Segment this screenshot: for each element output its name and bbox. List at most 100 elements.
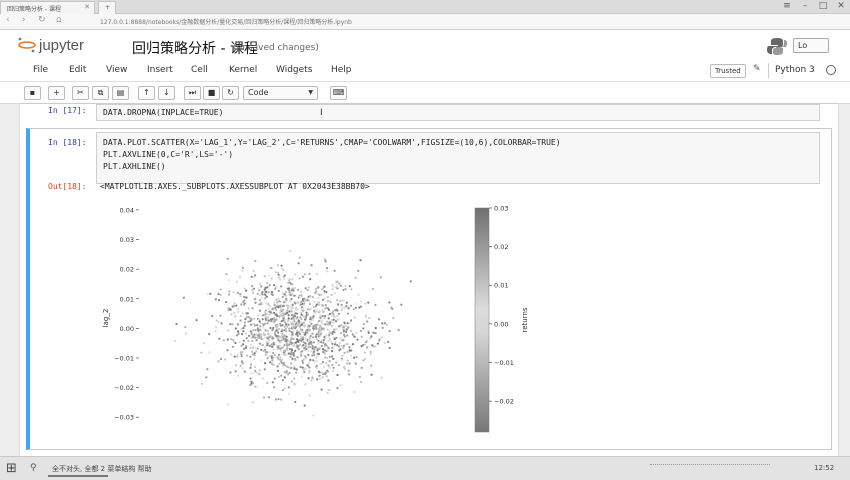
scatter-point	[337, 318, 340, 321]
scatter-point	[236, 334, 239, 337]
cell-18-selection[interactable]	[26, 128, 832, 450]
run-icon[interactable]: ⏭	[184, 86, 201, 100]
scatter-point	[265, 290, 268, 293]
scatter-point	[237, 307, 240, 310]
scatter-point	[263, 322, 266, 325]
scatter-point	[296, 340, 299, 343]
scatter-point	[224, 358, 227, 361]
scatter-point	[276, 347, 279, 350]
new-tab-button[interactable]: +	[98, 1, 116, 14]
trusted-badge[interactable]: Trusted	[710, 64, 746, 78]
scatter-point	[291, 325, 294, 328]
scatter-point	[291, 353, 294, 356]
url-field[interactable]: 127.0.0.1:8888/notebooks/金融数据分析/量化交易/回归策…	[100, 19, 352, 26]
minimize-icon[interactable]: –	[802, 1, 808, 11]
scatter-point	[301, 307, 304, 310]
scatter-point	[332, 321, 335, 324]
scatter-point	[346, 362, 349, 365]
menu-insert[interactable]: Insert	[147, 65, 173, 75]
scatter-point	[345, 305, 348, 308]
scatter-point	[276, 369, 279, 372]
scatter-point	[366, 345, 369, 348]
forward-icon[interactable]: ›	[22, 15, 26, 25]
close-window-icon[interactable]: ✕	[837, 1, 845, 11]
menu-cell[interactable]: Cell	[191, 65, 208, 75]
colorbar-tick-label: 0.03	[494, 205, 508, 213]
move-up-icon[interactable]: ↑	[138, 86, 155, 100]
scatter-point	[348, 346, 351, 349]
scatter-point	[288, 371, 291, 374]
scatter-point	[288, 289, 291, 292]
scatter-point	[293, 301, 297, 305]
scatter-point	[308, 324, 311, 327]
home-icon[interactable]: ⌂	[56, 15, 62, 25]
menu-icon[interactable]: ≡	[783, 1, 791, 11]
menu-help[interactable]: Help	[331, 65, 352, 75]
scatter-point	[236, 374, 240, 377]
close-icon[interactable]: ✕	[84, 3, 90, 11]
scatter-point	[295, 333, 298, 336]
scatter-point	[240, 344, 243, 347]
menu-kernel[interactable]: Kernel	[229, 65, 258, 75]
scatter-point	[264, 332, 267, 335]
scatter-point	[295, 371, 298, 374]
jupyter-logo-icon[interactable]	[18, 36, 36, 54]
scatter-point	[279, 278, 282, 281]
scatter-point	[312, 327, 315, 330]
back-icon[interactable]: ‹	[6, 15, 10, 25]
scatter-point	[322, 351, 325, 354]
scatter-point	[332, 285, 335, 288]
menu-view[interactable]: View	[106, 65, 128, 75]
cut-icon[interactable]: ✂	[72, 86, 89, 100]
logout-button[interactable]: Lo	[793, 38, 829, 53]
scatter-point	[249, 377, 252, 380]
scatter-point	[305, 346, 309, 349]
scatter-point	[312, 325, 316, 328]
scatter-point	[255, 350, 258, 353]
scatter-point	[309, 316, 312, 319]
y-tick-label: −0.02	[114, 384, 134, 392]
scatter-point	[258, 320, 261, 323]
command-palette-icon[interactable]: ⌨	[330, 86, 347, 100]
edit-pencil-icon[interactable]: ✎	[753, 64, 761, 74]
paste-icon[interactable]: ▤	[112, 86, 129, 100]
scatter-point	[331, 350, 334, 353]
notebook-title[interactable]: 回归策略分析 - 课程	[132, 41, 258, 57]
cell-18-input[interactable]: DATA.PLOT.SCATTER(X='LAG_1',Y='LAG_2',C=…	[96, 132, 820, 184]
taskbar-app-browser[interactable]	[48, 461, 108, 477]
stop-icon[interactable]: ■	[203, 86, 220, 100]
browser-tab[interactable]: 回归策略分析 - 课程 ✕	[0, 1, 95, 14]
save-icon[interactable]: ▪	[24, 86, 41, 100]
maximize-icon[interactable]: □	[818, 1, 828, 11]
search-icon[interactable]: ⚲	[30, 463, 37, 473]
scatter-point	[296, 331, 299, 334]
windows-start-icon[interactable]: ⊞	[6, 461, 17, 476]
scatter-point	[234, 315, 237, 318]
scatter-point	[323, 337, 326, 340]
notebook-scroll-area[interactable]: In [17]: DATA.DROPNA(INPLACE=TRUE) I In …	[0, 104, 850, 456]
scatter-point	[312, 414, 315, 417]
scatter-point	[217, 299, 221, 302]
scatter-point	[227, 329, 230, 332]
scatter-point	[300, 321, 303, 324]
insert-cell-icon[interactable]: +	[48, 86, 65, 100]
cell-17-input[interactable]: DATA.DROPNA(INPLACE=TRUE)	[96, 104, 820, 121]
menu-edit[interactable]: Edit	[69, 65, 87, 75]
move-down-icon[interactable]: ↓	[158, 86, 175, 100]
menu-widgets[interactable]: Widgets	[276, 65, 313, 75]
tray-icons[interactable]	[650, 464, 770, 472]
restart-icon[interactable]: ↻	[222, 86, 239, 100]
scatter-point	[259, 359, 262, 362]
scatter-point	[220, 322, 223, 325]
scatter-point	[290, 366, 293, 370]
scatter-point	[290, 327, 293, 330]
scatter-point	[317, 285, 320, 289]
scatter-point	[264, 362, 267, 365]
scatter-point	[284, 328, 288, 331]
copy-icon[interactable]: ⧉	[92, 86, 109, 100]
scatter-point	[282, 351, 285, 354]
menu-file[interactable]: File	[33, 65, 49, 75]
scatter-point	[359, 300, 363, 303]
cell-type-select[interactable]: Code ▼	[243, 86, 318, 100]
reload-icon[interactable]: ↻	[38, 15, 46, 25]
